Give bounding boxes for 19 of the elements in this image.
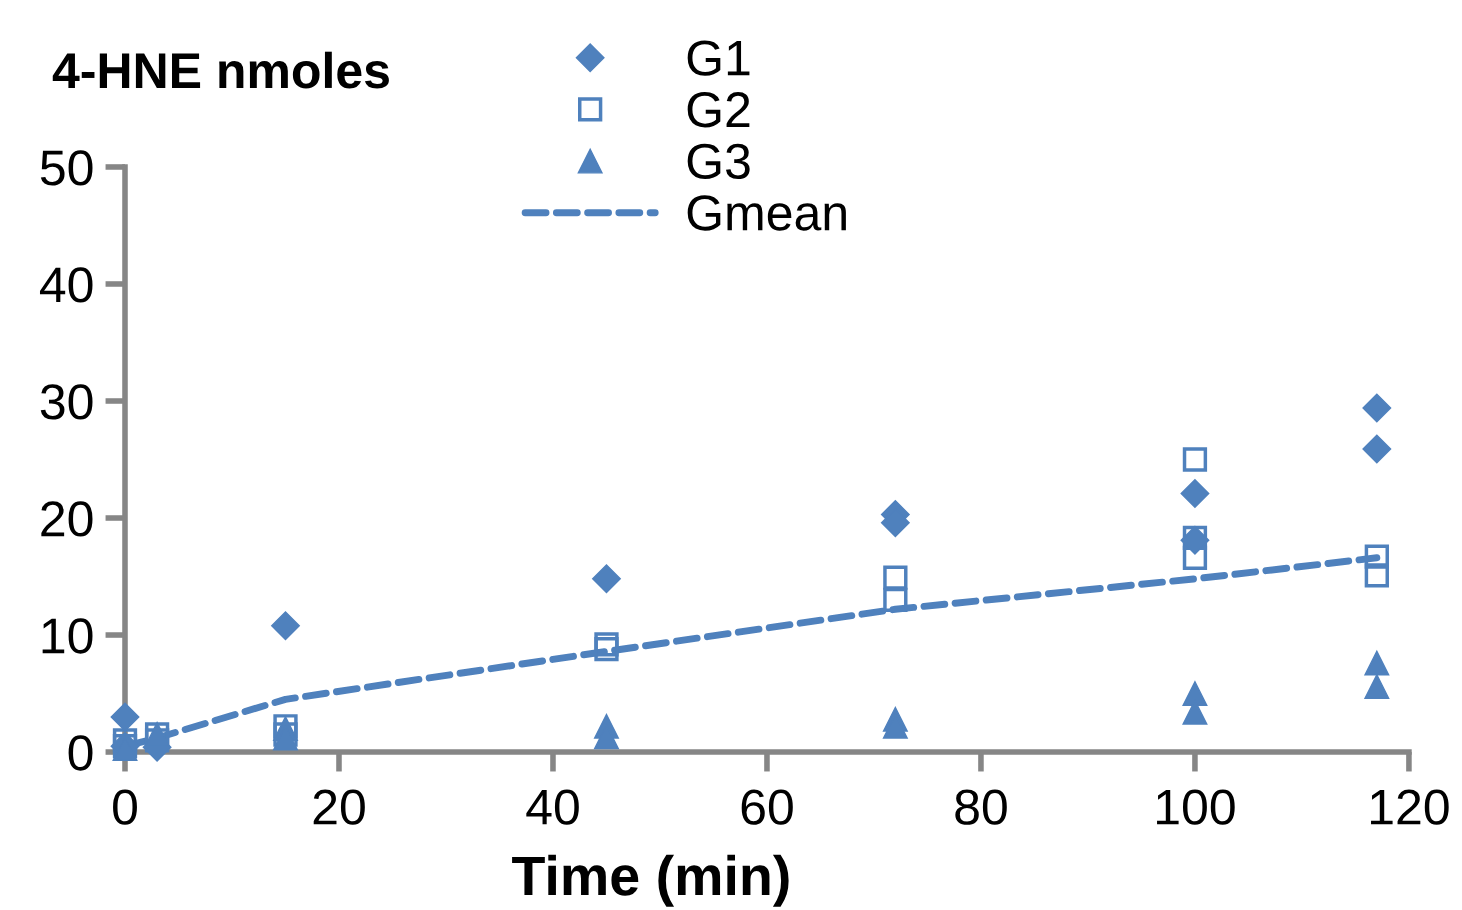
x-tick-label: 100 (1157, 789, 1235, 825)
x-tick-label: 60 (741, 789, 793, 825)
y-tick-label: 30 (40, 384, 93, 420)
x-tick-label: 40 (526, 789, 579, 825)
legend-label: G1 (687, 40, 750, 76)
legend-label: Gmean (687, 195, 846, 231)
x-tick-label: 80 (955, 789, 1007, 825)
x-tick-label: 0 (113, 789, 137, 825)
x-tick-label: 120 (1371, 789, 1449, 825)
y-tick-label: 50 (40, 150, 93, 186)
x-axis-title: Time (min) (512, 854, 789, 907)
y-tick-label: 0 (68, 735, 93, 771)
chart-title: 4-HNE nmoles (52, 51, 389, 89)
x-tick-label: 20 (313, 789, 365, 825)
y-tick-label: 10 (42, 618, 93, 654)
legend-label: G3 (687, 143, 750, 180)
y-tick-label: 40 (39, 267, 93, 303)
y-tick-label: 20 (41, 501, 93, 537)
legend-label: G2 (687, 92, 750, 128)
